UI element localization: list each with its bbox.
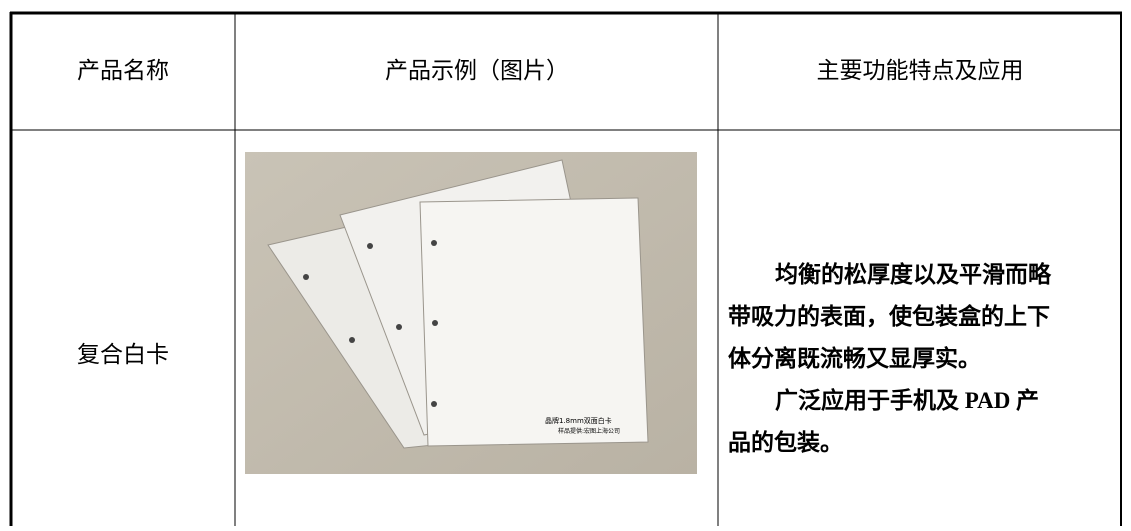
description-line: 带吸力的表面，使包装盒的上下 — [728, 303, 1050, 329]
description-line: 广泛应用于手机及 PAD 产 — [775, 387, 1039, 413]
header-cell: 产品名称 — [77, 58, 169, 83]
description-line: 均衡的松厚度以及平滑而略 — [775, 261, 1052, 287]
description-line: 体分离既流畅又显厚实。 — [728, 345, 981, 371]
header-cell: 主要功能特点及应用 — [817, 58, 1024, 83]
description-line: 品的包装。 — [728, 429, 843, 455]
photo-caption: 样品提供:宏图上海公司 — [558, 427, 620, 435]
header-cell: 产品示例（图片） — [385, 58, 569, 83]
product-name: 复合白卡 — [77, 342, 169, 367]
photo-caption: 晶牌1.8mm双面白卡 — [545, 416, 612, 425]
product-photo: 晶牌1.8mm双面白卡 样品提供:宏图上海公司 — [245, 152, 697, 474]
table-grid — [9, 11, 1122, 526]
